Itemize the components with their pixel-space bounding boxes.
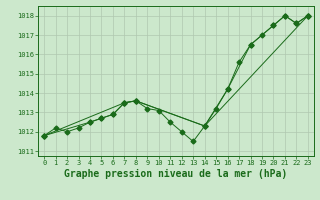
X-axis label: Graphe pression niveau de la mer (hPa): Graphe pression niveau de la mer (hPa): [64, 169, 288, 179]
